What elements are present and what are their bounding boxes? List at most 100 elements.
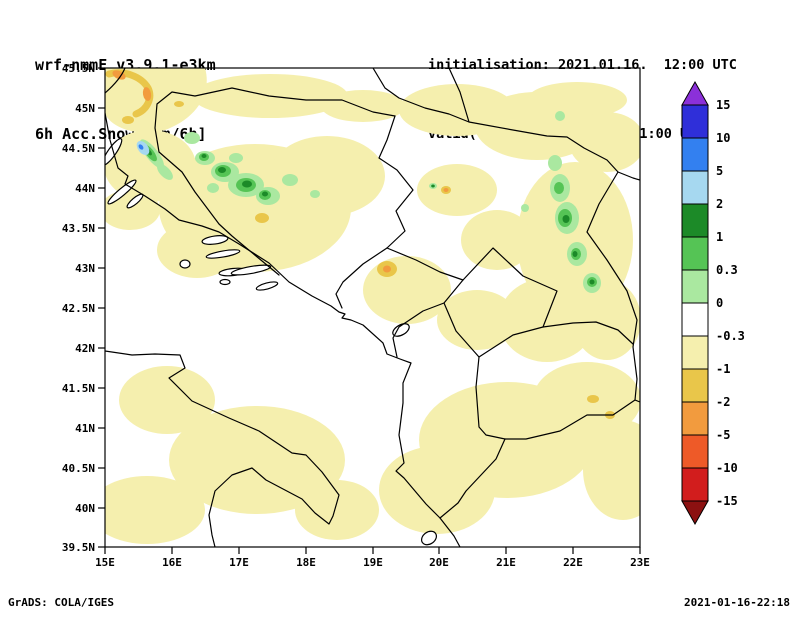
colorbar-cell	[681, 302, 709, 337]
colorbar-cell	[681, 434, 709, 469]
colorbar-label: -15	[716, 494, 738, 508]
island	[420, 530, 438, 546]
coastlines-and-borders	[105, 68, 640, 547]
island	[230, 264, 272, 276]
island	[201, 235, 229, 245]
blob	[533, 362, 640, 438]
shading-orange	[112, 70, 449, 273]
colorbar-label: 0.3	[716, 263, 738, 277]
blob	[122, 116, 134, 124]
y-tick-label: 40.5N	[62, 462, 95, 475]
blob	[157, 164, 173, 180]
blob	[242, 180, 252, 188]
colorbar-label: 0	[716, 296, 723, 310]
blob	[527, 82, 627, 118]
island	[205, 249, 241, 259]
x-tick-label: 15E	[95, 556, 115, 569]
colorbar-label: -10	[716, 461, 738, 475]
island	[219, 278, 231, 286]
blob	[443, 188, 449, 192]
colorbar-cell	[681, 269, 709, 304]
coastline-east-adriatic	[105, 112, 461, 547]
y-tick-label: 45.5N	[62, 62, 95, 75]
blob	[573, 280, 640, 360]
border-slovenia-croatia	[105, 68, 126, 94]
y-tick-label: 41N	[75, 422, 95, 435]
colorbar: 15 10 5 2 1 0.3 0 -0.3 -1 -2 -5 -10 -15	[681, 80, 745, 526]
blob	[461, 210, 533, 270]
grads-credit: GrADS: COLA/IGES	[8, 596, 114, 609]
border-danube-serbia-romania	[448, 68, 640, 181]
blob	[499, 278, 595, 362]
colorbar-label: 2	[716, 197, 723, 211]
border-bosnia-serbia-drina	[378, 115, 414, 249]
blob	[310, 190, 320, 198]
colorbar-label: -0.3	[716, 329, 745, 343]
y-tick-label: 44.5N	[62, 142, 95, 155]
island	[255, 281, 279, 291]
creation-timestamp: 2021-01-16-22:18	[684, 596, 790, 609]
blob	[572, 251, 578, 257]
border-croatia-serbia	[372, 68, 470, 123]
blob	[174, 101, 184, 107]
colorbar-cell	[681, 401, 709, 436]
colorbar-arrow-bottom	[681, 500, 709, 526]
blob	[269, 136, 385, 216]
border-serbia-bulgaria	[586, 171, 638, 401]
y-tick-label: 41.5N	[62, 382, 95, 395]
blob	[229, 153, 243, 163]
blob	[321, 90, 405, 122]
blob	[138, 144, 144, 150]
blob	[105, 476, 205, 544]
colorbar-label: 10	[716, 131, 730, 145]
border-croatia-bosnia	[154, 87, 396, 276]
x-tick-label: 20E	[429, 556, 449, 569]
y-tick-label: 43N	[75, 262, 95, 275]
colorbar-label: -5	[716, 428, 730, 442]
y-tick-label: 42N	[75, 342, 95, 355]
blob	[554, 182, 564, 194]
y-axis-labels: 45.5N 45N 44.5N 44N 43.5N 43N 42.5N 42N …	[62, 62, 95, 554]
coastline-italy	[105, 350, 340, 547]
colorbar-arrow-top	[681, 80, 709, 106]
x-axis-ticks	[104, 547, 641, 554]
colorbar-cell	[681, 467, 709, 502]
shading-dark-green	[146, 148, 595, 285]
island	[179, 259, 191, 269]
colorbar-cell	[681, 104, 709, 139]
y-tick-label: 39.5N	[62, 541, 95, 554]
blob	[417, 164, 497, 216]
blob	[589, 279, 595, 285]
colorbar-cell	[681, 170, 709, 205]
lake-skadar	[392, 323, 410, 337]
colorbar-label: 1	[716, 230, 723, 244]
blob	[142, 87, 152, 101]
x-tick-label: 16E	[162, 556, 182, 569]
shading-blue	[138, 144, 144, 150]
blob	[562, 215, 570, 223]
blob	[431, 184, 435, 188]
border-montenegro-albania	[392, 302, 445, 358]
blob	[583, 420, 640, 520]
y-tick-label: 45N	[75, 102, 95, 115]
x-tick-label: 17E	[229, 556, 249, 569]
colorbar-label: 15	[716, 98, 730, 112]
blob	[437, 290, 517, 350]
blob	[569, 112, 640, 172]
init-time: initialisation: 2021.01.16. 12:00 UTC	[428, 57, 737, 73]
colorbar-cell	[681, 335, 709, 370]
colorbar-cell	[681, 137, 709, 172]
blob	[201, 154, 207, 158]
colorbar-cell	[681, 368, 709, 403]
y-tick-label: 42.5N	[62, 302, 95, 315]
blob	[521, 204, 529, 212]
colorbar-label: -1	[716, 362, 730, 376]
blob	[379, 446, 495, 534]
x-tick-label: 22E	[563, 556, 583, 569]
x-axis-labels: 15E 16E 17E 18E 19E 20E 21E 22E 23E	[95, 556, 650, 569]
border-bosnia-montenegro	[335, 247, 388, 309]
blob	[363, 256, 451, 324]
border-albania-macedonia	[475, 356, 506, 440]
colorbar-cell	[681, 203, 709, 238]
